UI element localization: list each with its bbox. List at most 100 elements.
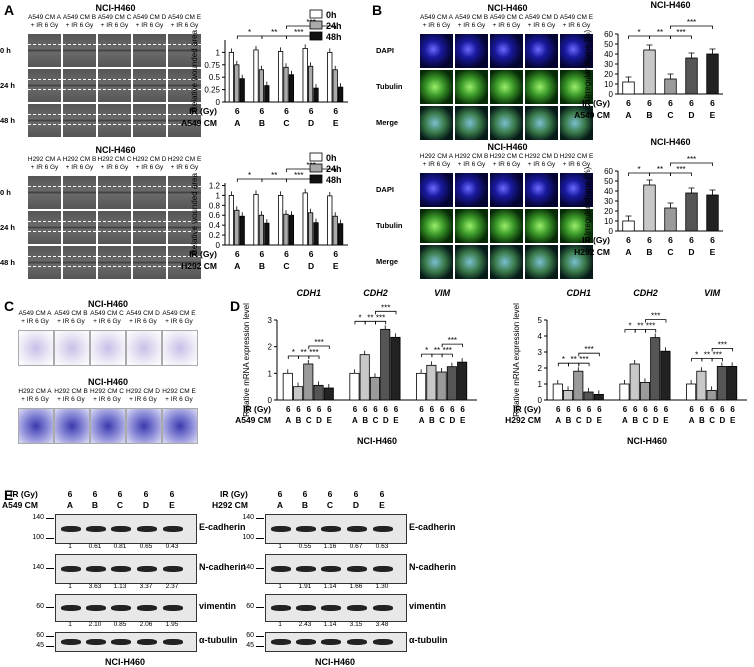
mw-marker-tick (46, 636, 54, 637)
protein-band (296, 605, 316, 611)
bar (228, 52, 234, 103)
y-tick-label: 10 (604, 217, 613, 226)
ir-value: 6 (302, 489, 308, 499)
column-header-line1: H292 CM A (18, 388, 52, 395)
y-tick-label: 3 (538, 348, 543, 357)
mw-marker-tick (256, 568, 264, 569)
bar (258, 214, 265, 246)
column-header-line2: + IR 6 Gy (170, 164, 199, 171)
protein-band (321, 639, 341, 645)
significance-stars: *** (687, 18, 696, 27)
micrograph-image (525, 106, 558, 140)
column-header-line2: + IR 6 Gy (562, 161, 591, 168)
y-tick-label: 1 (216, 48, 221, 57)
significance-stars: *** (294, 28, 303, 37)
significance-bracket (441, 343, 464, 348)
y-tick-label: 5 (538, 316, 543, 325)
y-tick-label: 30 (604, 60, 613, 69)
wound-edge-line (133, 78, 166, 80)
bar (380, 328, 391, 401)
row-label: 0 h (0, 187, 11, 197)
mw-marker: 60 (36, 603, 44, 610)
x-category-label: 6 (689, 235, 694, 245)
micrograph-image (133, 104, 166, 137)
protein-name: α-tubulin (409, 635, 448, 645)
row-label: 24 h (0, 222, 16, 232)
wound-edge-line (168, 43, 201, 45)
densitometry-value: 2.10 (88, 621, 102, 628)
protein-name: vimentin (199, 601, 237, 611)
column-header-line2: + IR 6 Gy (170, 22, 199, 29)
bar (264, 85, 270, 103)
column-header-line1: A549 CM E (167, 14, 202, 21)
column-header-line1: H292 CM E (559, 153, 594, 160)
x-category-label: A (419, 416, 425, 425)
bar (234, 209, 240, 246)
cm-row-label: H292 CM (212, 500, 248, 510)
row-label: 48 h (0, 115, 16, 125)
x-category-label: 6 (333, 106, 338, 116)
wound-edge-line (168, 255, 201, 257)
x-row-label: A549 CM (235, 415, 271, 425)
x-category-label: D (586, 416, 592, 425)
bar (583, 391, 594, 401)
protein-band (296, 639, 316, 645)
x-category-label: A (352, 416, 358, 425)
densitometry-value: 0.55 (298, 543, 312, 550)
bar (277, 51, 284, 103)
cm-row-label: A549 CM (2, 500, 38, 510)
micrograph-image (90, 330, 126, 366)
grid-title: NCI-H460 (87, 377, 128, 387)
protein-band (86, 566, 106, 572)
gene-group-label: CDH1 (297, 288, 322, 298)
micrograph-image (98, 34, 131, 67)
wound-edge-line (63, 231, 96, 233)
bar (643, 49, 656, 95)
bar (446, 366, 457, 401)
x-category-label: 6 (296, 405, 301, 414)
x-category-label: A (689, 416, 695, 425)
wound-edge-line (98, 220, 131, 222)
y-tick-label: 50 (604, 177, 613, 186)
micrograph-image (18, 408, 54, 444)
bar (593, 393, 604, 401)
x-category-label: 6 (556, 405, 561, 414)
column-header-line1: A549 CM B (62, 14, 97, 21)
y-tick-label: 20 (604, 70, 613, 79)
row-label: 0 h (0, 45, 11, 55)
x-category-label: 6 (626, 98, 631, 108)
column-header-line2: + IR 6 Gy (57, 318, 85, 325)
protein-band (86, 605, 106, 611)
ir-value: 6 (169, 489, 175, 499)
micrograph-image (98, 69, 131, 102)
y-tick-label: 1 (538, 380, 543, 389)
micrograph-image (28, 211, 61, 244)
bar (228, 194, 234, 246)
x-category-label: 6 (394, 405, 399, 414)
x-category-label: 6 (419, 405, 424, 414)
bar (426, 364, 437, 401)
protein-name: N-cadherin (199, 562, 247, 572)
protein-band (271, 566, 291, 572)
panel-label-e: E (4, 487, 14, 503)
bar (643, 184, 656, 232)
micrograph-image (525, 34, 558, 68)
x-category-label: A (555, 416, 561, 425)
column-header-line2: + IR 6 Gy (93, 318, 121, 325)
x-category-label: 6 (730, 405, 735, 414)
micrograph-image (63, 104, 96, 137)
micrograph-image (168, 34, 201, 67)
y-tick-label: 3 (268, 316, 273, 325)
column-header-line1: A549 CM E (162, 310, 196, 317)
densitometry-value: 1.30 (375, 583, 389, 590)
densitometry-value: 1 (68, 583, 72, 590)
micrograph-image (420, 70, 453, 104)
bar (619, 383, 630, 401)
panel-label-c: C (4, 298, 15, 314)
ir-value: 6 (143, 489, 149, 499)
bar (323, 387, 334, 401)
densitometry-value: 1.66 (349, 583, 363, 590)
mw-marker-tick (256, 518, 264, 519)
protein-band (86, 526, 106, 532)
mw-marker-tick (46, 568, 54, 569)
